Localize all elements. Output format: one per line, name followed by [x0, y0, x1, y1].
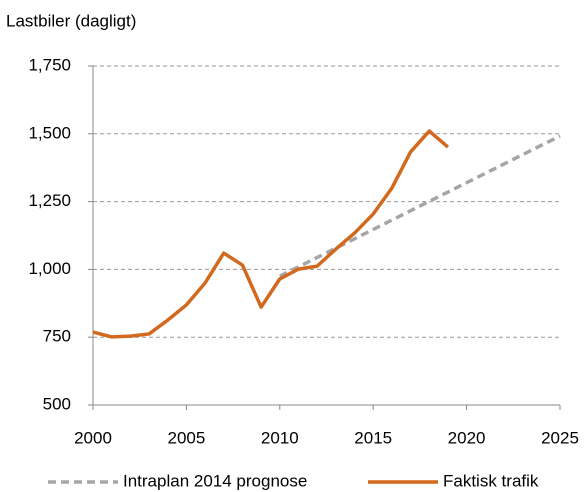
x-tick-label: 2020	[448, 428, 486, 447]
y-tick-label: 1,000	[28, 259, 71, 278]
y-tick-label: 1,750	[28, 55, 71, 74]
x-tick-label: 2005	[167, 428, 205, 447]
x-tick-label: 2010	[261, 428, 299, 447]
x-tick-label: 2025	[541, 428, 579, 447]
y-tick-label: 1,250	[28, 191, 71, 210]
x-tick-label: 2000	[74, 428, 112, 447]
y-tick-label: 1,500	[28, 123, 71, 142]
legend-label: Intraplan 2014 prognose	[123, 471, 307, 490]
series-line	[92, 129, 450, 339]
y-tick-label: 500	[43, 394, 71, 413]
series-line	[279, 134, 561, 278]
y-tick-label: 750	[43, 327, 71, 346]
x-tick-label: 2015	[354, 428, 392, 447]
legend-label: Faktisk trafik	[443, 471, 539, 490]
y-axis-label: Lastbiler (dagligt)	[6, 11, 136, 30]
